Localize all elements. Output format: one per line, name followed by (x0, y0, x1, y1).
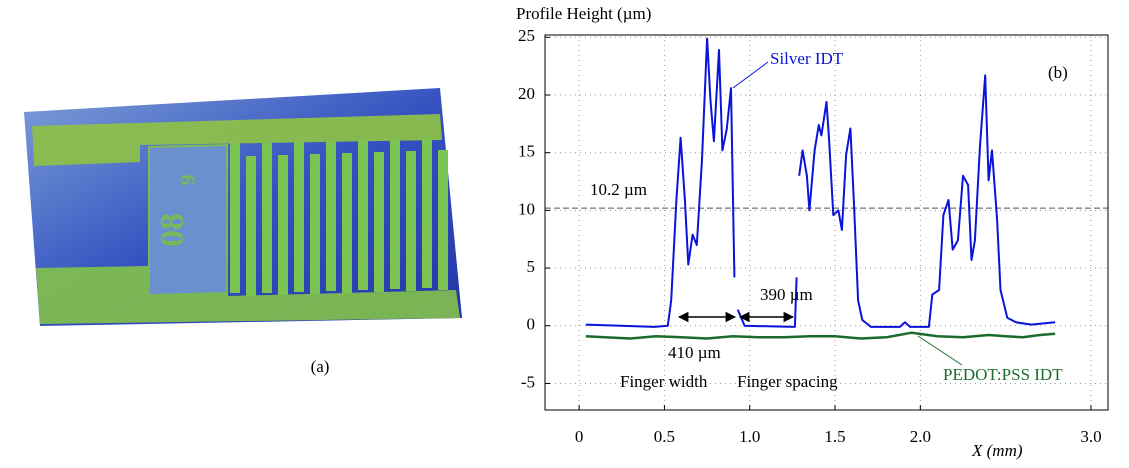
spacing-label: Finger spacing (737, 372, 838, 391)
silver-label: Silver IDT (770, 49, 844, 68)
y-tick-label: 25 (518, 26, 535, 45)
chart-title: Profile Height (µm) (516, 4, 651, 23)
panel-label: (b) (1048, 63, 1068, 82)
y-tick-label: 10 (518, 199, 535, 218)
y-tick-label: 5 (527, 257, 536, 276)
x-axis-label: X (mm) (971, 441, 1023, 460)
reference-label: 10.2 µm (590, 180, 647, 199)
image-label: (a) (311, 357, 330, 376)
y-tick-label: 20 (518, 84, 535, 103)
data-line (586, 39, 1055, 327)
svg-text:9: 9 (175, 175, 200, 186)
pedot-label: PEDOT:PSS IDT (943, 365, 1063, 384)
x-tick-label: 0.5 (654, 427, 675, 446)
y-tick-label: 0 (527, 315, 536, 334)
svg-text:08: 08 (154, 213, 191, 247)
spacing-size: 390 µm (760, 285, 813, 304)
data-line (586, 333, 1055, 339)
figure: 08 9 (a) -5 0 5 10 15 20 25 0 0.5 1.0 1.5 2.0 3.0 10.… (0, 0, 1129, 468)
width-label: Finger width (620, 372, 708, 391)
x-tick-label: 3.0 (1080, 427, 1101, 446)
x-tick-label: 2.0 (910, 427, 931, 446)
device-image: 08 9 (24, 88, 462, 326)
width-size: 410 µm (668, 343, 721, 362)
x-tick-label: 1.5 (824, 427, 845, 446)
leader-line (733, 62, 768, 88)
plot-frame (545, 35, 1108, 410)
y-tick-label: 15 (518, 142, 535, 161)
y-tick-label: -5 (521, 372, 535, 391)
x-tick-label: 1.0 (739, 427, 760, 446)
leader-line (918, 336, 962, 365)
x-tick-label: 0 (575, 427, 584, 446)
